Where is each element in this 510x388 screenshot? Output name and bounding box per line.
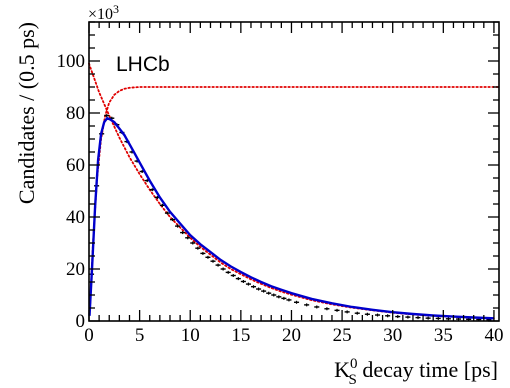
axis-tick-labels: 0 5 10 15 20 25 30 35 40 0 20 40 60 80 100 [57, 51, 504, 346]
plot-series [88, 62, 500, 322]
data-point [395, 315, 401, 319]
y-tick-label: 80 [66, 103, 85, 124]
data-point [354, 311, 360, 315]
x-tick-label: 0 [84, 325, 94, 346]
collaboration-label: LHCb [116, 53, 170, 76]
y-tick-label: 60 [66, 155, 85, 176]
x-tick-label: 15 [231, 325, 250, 346]
data-point [425, 316, 431, 320]
data-point [205, 255, 211, 259]
data-point [385, 314, 391, 318]
data-point [445, 317, 451, 321]
data-point [230, 274, 236, 277]
data-point [314, 305, 320, 309]
data-point [215, 263, 221, 267]
data-point [250, 285, 257, 289]
x-tick-label: 20 [282, 325, 301, 346]
data-point [185, 236, 191, 240]
data-point [334, 308, 340, 312]
data-point [190, 241, 196, 245]
y-exponent: ×103 [88, 2, 119, 23]
data-point [435, 316, 441, 320]
x-tick-label: 10 [181, 325, 200, 346]
y-tick-label: 20 [66, 259, 85, 280]
data-point [240, 279, 246, 283]
data-point [104, 114, 110, 118]
data-point [256, 287, 262, 291]
data-point [220, 267, 226, 271]
x-axis-label: K0 S decay time [ps] [334, 356, 498, 388]
data-point [455, 317, 462, 321]
axis-ticks [88, 21, 499, 322]
data-point [210, 259, 216, 263]
y-axis-label: Candidates / (0.5 ps) [14, 22, 39, 204]
data-point [374, 313, 381, 317]
data-point [271, 293, 277, 297]
data-point [276, 295, 282, 299]
data-point [364, 312, 370, 316]
data-point [324, 307, 330, 311]
data-point [294, 300, 300, 304]
x-tick-label: 40 [484, 325, 503, 346]
data-point [245, 282, 251, 286]
fit-curve [88, 116, 494, 320]
data-point [286, 298, 292, 302]
data-point [235, 277, 241, 281]
data-point [266, 291, 272, 295]
data-point [200, 251, 206, 255]
data-point [225, 270, 231, 274]
plot-frame [88, 21, 500, 322]
data-point [164, 211, 170, 215]
x-tick-label: 35 [434, 325, 453, 346]
data-point [281, 296, 287, 300]
data-point [415, 316, 421, 320]
data-point [304, 303, 310, 307]
data-point [195, 246, 201, 250]
x-tick-label: 30 [383, 325, 402, 346]
data-point [169, 218, 176, 222]
data-point [175, 224, 181, 228]
data-point [180, 231, 186, 235]
data-point [261, 289, 267, 293]
data-point [344, 310, 350, 314]
x-tick-label: 5 [135, 325, 145, 346]
data-point [405, 315, 411, 319]
decay-exponential-curve [88, 62, 495, 320]
x-tick-label: 25 [333, 325, 352, 346]
y-tick-label: 40 [66, 207, 85, 228]
efficiency-curve [89, 86, 500, 309]
y-tick-label: 100 [57, 51, 86, 72]
y-tick-label: 0 [76, 311, 86, 332]
